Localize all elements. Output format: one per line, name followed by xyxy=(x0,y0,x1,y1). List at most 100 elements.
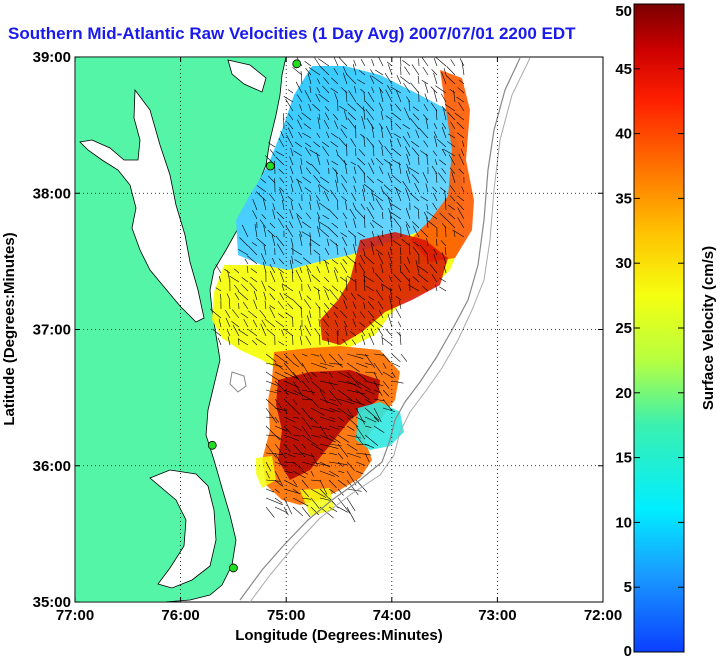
velocity-arrow xyxy=(319,362,335,367)
velocity-arrow xyxy=(341,236,348,247)
velocity-arrow xyxy=(291,255,294,265)
velocity-arrow xyxy=(346,353,364,359)
velocity-arrow xyxy=(383,184,393,193)
velocity-arrow xyxy=(417,75,420,85)
velocity-arrow xyxy=(362,189,366,202)
velocity-arrow xyxy=(321,141,330,148)
velocity-arrow xyxy=(447,112,456,121)
velocity-arrow xyxy=(217,337,222,346)
velocity-arrow xyxy=(238,329,249,337)
velocity-arrow xyxy=(333,269,339,283)
velocity-arrow xyxy=(402,59,411,67)
velocity-arrow xyxy=(328,479,337,489)
velocity-arrow xyxy=(256,237,267,247)
velocity-arrow xyxy=(254,224,258,238)
velocity-field-hot-east xyxy=(410,70,474,262)
velocity-arrow xyxy=(363,275,375,283)
velocity-arrow xyxy=(457,217,465,229)
velocity-arrow xyxy=(319,461,331,468)
velocity-arrow xyxy=(346,461,355,471)
velocity-arrow xyxy=(336,331,339,346)
colorbar-tick-label: 45 xyxy=(615,61,632,78)
velocity-arrow xyxy=(337,497,351,514)
velocity-arrow xyxy=(290,238,294,247)
velocity-arrow xyxy=(399,247,402,256)
velocity-arrow xyxy=(359,311,366,319)
velocity-arrow xyxy=(363,184,375,193)
velocity-arrow xyxy=(357,79,366,85)
velocity-arrow xyxy=(344,200,348,211)
velocity-arrow xyxy=(426,203,429,211)
velocity-arrow xyxy=(304,60,312,67)
velocity-arrow xyxy=(265,461,272,472)
velocity-arrow xyxy=(251,242,258,247)
y-tick-label: 38:00 xyxy=(33,185,71,202)
velocity-arrow xyxy=(380,110,384,121)
velocity-arrow xyxy=(366,118,375,130)
velocity-arrow xyxy=(295,178,303,184)
velocity-arrow xyxy=(355,425,366,440)
velocity-arrow xyxy=(390,86,402,94)
velocity-arrow xyxy=(243,318,249,328)
velocity-arrow xyxy=(353,218,357,229)
velocity-arrow xyxy=(306,295,312,301)
velocity-arrow xyxy=(309,242,312,256)
velocity-arrow xyxy=(422,172,429,184)
velocity-arrow xyxy=(398,300,402,310)
velocity-arrow xyxy=(292,443,306,458)
velocity-arrow xyxy=(382,353,391,363)
velocity-arrow xyxy=(229,275,240,283)
velocity-arrow xyxy=(324,106,330,112)
velocity-arrow xyxy=(346,443,358,452)
velocity-arrow xyxy=(299,336,303,346)
radar-site-marker xyxy=(228,563,238,573)
velocity-arrow xyxy=(372,144,375,157)
velocity-arrow xyxy=(283,96,294,103)
velocity-arrow xyxy=(301,425,312,440)
velocity-arrow xyxy=(377,327,384,337)
velocity-arrow xyxy=(378,102,384,112)
velocity-arrow xyxy=(319,398,339,407)
velocity-arrow xyxy=(349,208,357,220)
velocity-arrow xyxy=(355,148,357,157)
radar-site-marker xyxy=(207,440,217,450)
velocity-arrow xyxy=(323,286,330,292)
velocity-arrow xyxy=(328,425,339,430)
velocity-arrow xyxy=(355,434,364,445)
velocity-arrow xyxy=(339,290,348,301)
velocity-arrow xyxy=(403,82,411,94)
velocity-arrow xyxy=(355,452,372,456)
velocity-arrow xyxy=(210,308,222,319)
bathymetry-contour xyxy=(239,57,521,601)
velocity-arrow xyxy=(380,126,384,139)
velocity-arrow xyxy=(381,146,384,157)
velocity-arrow xyxy=(328,371,333,378)
velocity-arrow xyxy=(300,306,303,319)
velocity-arrow xyxy=(355,407,365,425)
velocity-arrow xyxy=(390,120,393,130)
colorbar-tick-label: 30 xyxy=(615,255,632,272)
velocity-arrow xyxy=(385,89,393,103)
velocity-arrow xyxy=(391,174,402,184)
velocity-arrow xyxy=(452,229,465,238)
velocity-arrow xyxy=(346,255,357,265)
velocity-arrow xyxy=(290,248,303,256)
delaware-bay xyxy=(227,59,267,93)
velocity-arrow xyxy=(274,434,283,441)
velocity-arrow xyxy=(357,232,366,238)
velocity-arrow xyxy=(309,194,312,202)
velocity-arrow xyxy=(458,79,465,85)
velocity-arrow xyxy=(337,416,345,423)
velocity-arrow xyxy=(248,245,258,256)
velocity-arrow xyxy=(406,163,411,175)
velocity-arrow xyxy=(278,341,285,346)
velocity-arrow xyxy=(379,166,384,175)
velocity-arrow xyxy=(323,190,330,202)
velocity-arrow xyxy=(250,268,258,274)
velocity-arrow xyxy=(411,221,420,229)
velocity-arrow xyxy=(253,299,258,310)
velocity-arrow xyxy=(269,293,276,301)
velocity-arrow xyxy=(337,154,348,166)
velocity-arrow xyxy=(369,201,375,211)
